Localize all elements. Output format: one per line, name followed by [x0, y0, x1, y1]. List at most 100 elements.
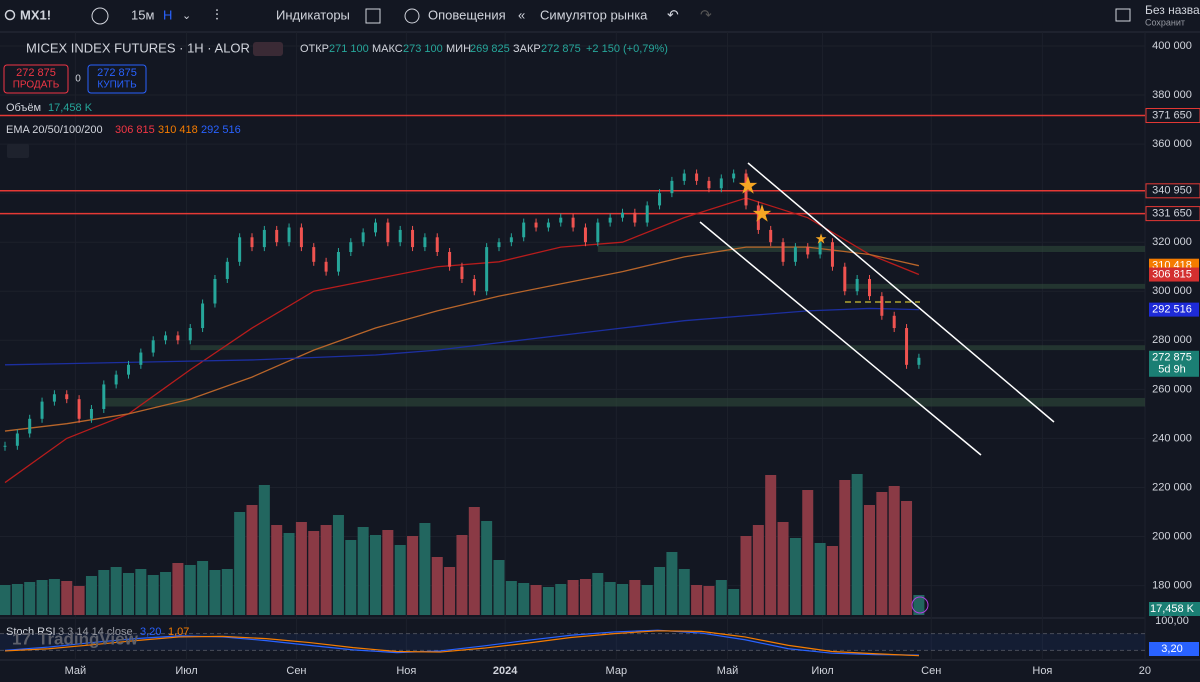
- volume-bar: [555, 584, 567, 615]
- volume-bar: [407, 536, 419, 615]
- alerts-icon[interactable]: [404, 8, 420, 24]
- indicators-button[interactable]: Индикаторы: [276, 7, 350, 22]
- volume-bar: [913, 595, 925, 615]
- volume-bar: [888, 486, 900, 615]
- volume-bar: [851, 474, 863, 615]
- layout-icon[interactable]: [1115, 8, 1131, 22]
- volume-bar: [777, 522, 789, 615]
- redo[interactable]: ↷: [700, 7, 712, 23]
- price-badge: [1149, 350, 1199, 377]
- lightning-button[interactable]: [911, 596, 929, 614]
- close-value: 272 875: [541, 43, 581, 55]
- undo[interactable]: ↶: [667, 7, 679, 23]
- volume-bar: [246, 505, 258, 615]
- stoch-line: [4, 630, 920, 657]
- symbol[interactable]: MX1!: [20, 7, 51, 22]
- volume-bar: [641, 585, 653, 615]
- candle-body: [102, 384, 106, 409]
- ema-value: 292 516: [201, 124, 241, 136]
- volume-bar: [518, 583, 530, 615]
- stoch-badge-label: 3,20: [1161, 643, 1182, 655]
- alerts-button[interactable]: Оповещения: [428, 7, 506, 22]
- price-tick-label: 400 000: [1152, 40, 1192, 52]
- buy-price[interactable]: 272 875: [97, 67, 137, 79]
- volume-bar: [283, 533, 295, 615]
- price-badge-sub: 5d 9h: [1158, 364, 1186, 376]
- volume-bar: [826, 546, 838, 615]
- layout-name[interactable]: Без назва: [1145, 3, 1200, 17]
- legend-title: MICEX INDEX FUTURES · 1H · ALOR: [26, 40, 250, 55]
- volume-bar: [419, 523, 431, 615]
- candle-body: [843, 266, 847, 292]
- change-value: +2 150 (+0,79%): [586, 43, 668, 55]
- price-tick-label: 220 000: [1152, 481, 1192, 493]
- volume-bar: [530, 585, 542, 615]
- candle-body: [448, 252, 452, 267]
- price-tick-label: 360 000: [1152, 138, 1192, 150]
- candle-body: [670, 180, 674, 194]
- templates-icon[interactable]: [365, 8, 381, 24]
- volume-badge-label: 17,458 K: [1150, 603, 1195, 615]
- buy-button[interactable]: [87, 64, 147, 94]
- level-label: 371 650: [1152, 109, 1192, 121]
- volume-bar: [678, 569, 690, 615]
- candle-body: [225, 261, 229, 279]
- volume-bar: [85, 576, 97, 615]
- time-tick-label: Мар: [606, 665, 628, 677]
- candle-body: [3, 445, 7, 447]
- bar-type[interactable]: Н: [163, 7, 172, 22]
- candle-body: [830, 242, 834, 267]
- candle-body: [596, 222, 600, 243]
- volume-bar: [48, 579, 60, 615]
- candle-body: [127, 364, 130, 375]
- volume-bar: [160, 572, 172, 615]
- candle-body: [633, 212, 637, 223]
- level-badge: [1145, 183, 1200, 199]
- watermark-logo: 17: [12, 629, 31, 648]
- chart-type-icon[interactable]: ⫶: [215, 7, 219, 24]
- candle-body: [238, 237, 242, 262]
- channel-line: [699, 221, 982, 456]
- price-badge-label: 272 875: [1152, 352, 1192, 364]
- candle-body: [621, 212, 624, 218]
- volume-bar: [604, 582, 616, 615]
- candle-body: [583, 227, 587, 243]
- level-badge: [1145, 108, 1200, 124]
- candle-body: [719, 178, 723, 189]
- interval-caret[interactable]: ⌄: [182, 10, 191, 22]
- candle-body: [744, 173, 748, 206]
- stoch-k: 3,20: [140, 626, 161, 638]
- interval[interactable]: 15м: [131, 7, 154, 22]
- search-icon[interactable]: [4, 9, 16, 21]
- level-label: 331 650: [1152, 208, 1192, 220]
- price-tick-label: 200 000: [1152, 530, 1192, 542]
- legend-toggle[interactable]: [253, 42, 283, 56]
- sell-button[interactable]: [3, 64, 69, 94]
- candle-body: [77, 399, 81, 419]
- candle-body: [40, 401, 44, 419]
- zone: [597, 245, 1145, 253]
- volume-bar: [505, 581, 517, 615]
- price-badge-label: 292 516: [1152, 304, 1192, 316]
- save-button[interactable]: Сохранит: [1145, 17, 1185, 27]
- volume-bar: [654, 567, 666, 615]
- candle-body: [349, 242, 353, 253]
- ema-line: [4, 307, 919, 366]
- time-tick-label: Май: [717, 665, 739, 677]
- volume-bar: [864, 505, 875, 615]
- collapse-button[interactable]: [7, 144, 29, 158]
- volume-bar: [703, 586, 715, 615]
- replay-icon[interactable]: «: [518, 7, 525, 22]
- volume-bar: [901, 501, 913, 615]
- sell-price[interactable]: 272 875: [16, 67, 56, 79]
- replay-button[interactable]: Симулятор рынка: [540, 7, 648, 22]
- candle-body: [201, 303, 205, 329]
- watermark: TradingView: [38, 629, 139, 648]
- stoch-label: Stoch RSI: [6, 626, 56, 638]
- candle-body: [522, 222, 526, 238]
- sell-label[interactable]: ПРОДАТЬ: [13, 80, 60, 91]
- add-symbol[interactable]: [91, 7, 109, 25]
- buy-label[interactable]: КУПИТЬ: [97, 80, 137, 91]
- price-badge: [1149, 267, 1199, 282]
- price-tick-label: 180 000: [1152, 579, 1192, 591]
